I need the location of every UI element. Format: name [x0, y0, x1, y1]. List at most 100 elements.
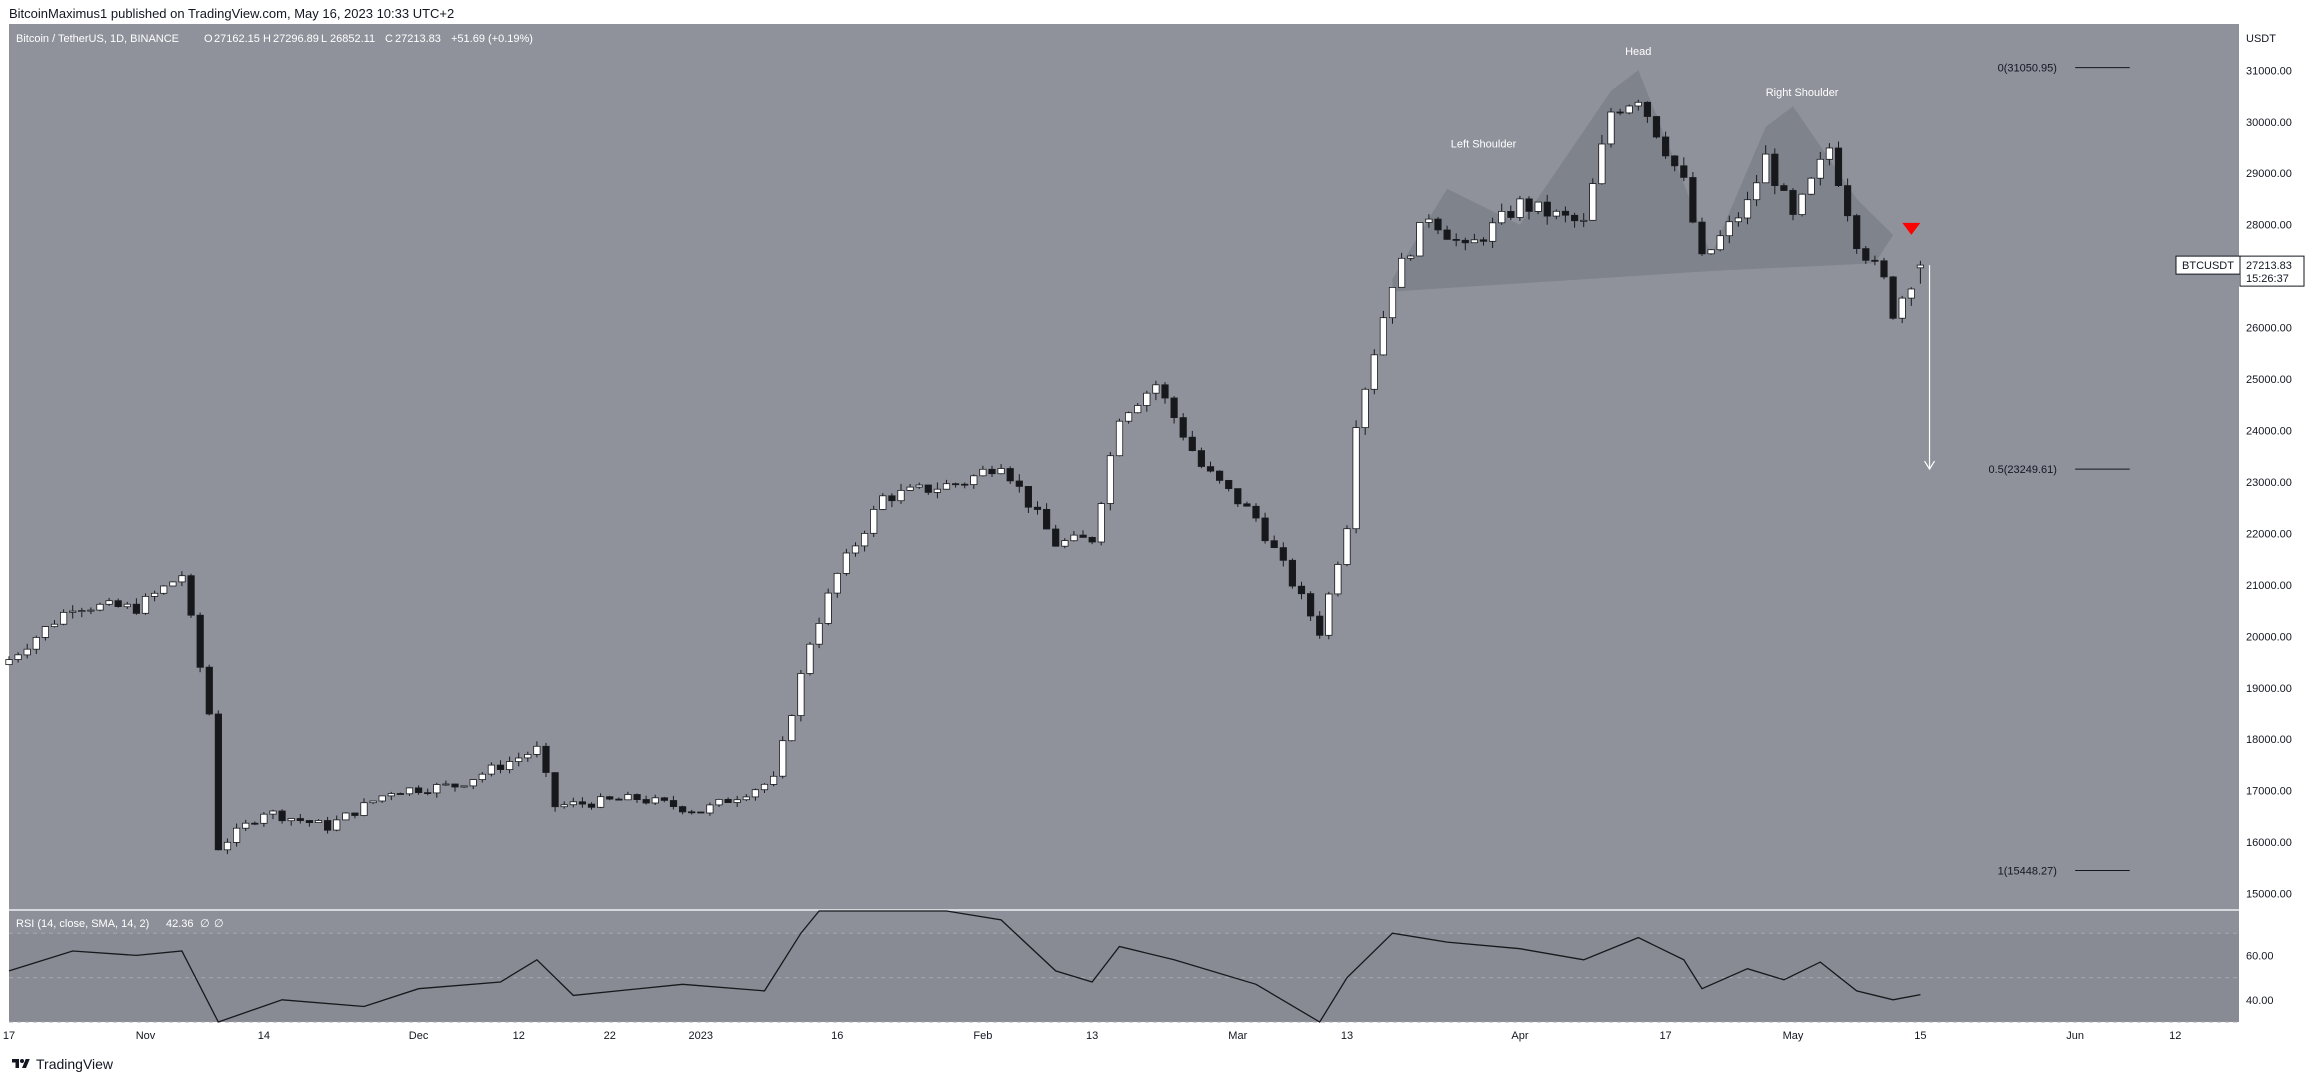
candle — [1443, 225, 1451, 240]
candle — [1033, 501, 1042, 515]
candle — [797, 670, 805, 722]
price-tick-label: 18000.00 — [2246, 734, 2292, 746]
candle — [897, 483, 905, 504]
candle-body-down — [724, 799, 732, 804]
candle — [952, 482, 960, 488]
candle — [23, 643, 31, 659]
candle-body-down — [396, 793, 405, 795]
candle — [1452, 233, 1460, 247]
label-left-shoulder: Left Shoulder — [1451, 138, 1517, 150]
candle — [542, 742, 550, 777]
candle — [187, 573, 195, 618]
time-tick-label: 16 — [831, 1030, 843, 1042]
tradingview-logo[interactable]: TradingView — [10, 1056, 113, 1072]
candle — [1625, 104, 1633, 115]
candle-body-down — [1443, 229, 1451, 240]
candle-body-up — [460, 785, 468, 788]
candle — [1461, 237, 1469, 251]
candle — [1916, 260, 1924, 284]
candle-body-down — [1789, 189, 1797, 215]
candle — [1652, 115, 1661, 139]
time-tick-label: 13 — [1341, 1030, 1353, 1042]
candle-body-down — [1434, 218, 1442, 231]
candle — [697, 811, 705, 814]
candle-body-down — [1270, 540, 1278, 549]
main-pane[interactable] — [9, 24, 2239, 909]
candle-body-down — [414, 787, 423, 794]
candle-body-up — [815, 623, 823, 645]
candle — [1170, 396, 1178, 424]
candle — [32, 635, 40, 654]
candle — [296, 814, 304, 824]
candle — [414, 785, 423, 795]
rsi-extra-2: ∅ — [214, 918, 224, 930]
candle — [524, 751, 532, 762]
candle — [942, 479, 951, 490]
candle — [1079, 530, 1087, 538]
candle — [669, 795, 678, 810]
candle-body-up — [624, 794, 632, 801]
candle — [205, 664, 213, 716]
candle-body-down — [1571, 214, 1579, 222]
candle-body-up — [1607, 111, 1615, 145]
candle — [1279, 542, 1287, 567]
candle — [50, 620, 59, 628]
candle-body-up — [1388, 286, 1397, 319]
candle-body-up — [96, 603, 104, 611]
price-tick-label: 28000.00 — [2246, 220, 2292, 232]
candle-body-down — [1561, 210, 1570, 216]
candle-body-up — [60, 612, 68, 625]
candle — [405, 787, 414, 796]
candle — [1115, 418, 1124, 457]
candle — [1662, 131, 1670, 159]
legend-change: +51.69 (+0.19%) — [451, 33, 533, 45]
candle — [105, 597, 113, 606]
candle — [114, 598, 122, 608]
candle — [1043, 503, 1051, 530]
candle-body-up — [87, 609, 95, 612]
candle — [733, 795, 741, 807]
candle-body-up — [1707, 249, 1715, 255]
candle — [1561, 206, 1570, 223]
candle-body-down — [196, 614, 204, 668]
candle-body-down — [952, 483, 960, 486]
candle — [724, 797, 732, 804]
price-axis[interactable] — [2239, 24, 2314, 1022]
price-tick-label: 24000.00 — [2246, 425, 2292, 437]
candle — [1543, 194, 1551, 225]
candle-body-down — [305, 820, 314, 823]
candle — [715, 798, 723, 807]
candle — [1734, 212, 1742, 227]
candle — [1316, 611, 1324, 639]
candle-body-down — [496, 764, 505, 770]
candle — [961, 482, 969, 489]
price-tick-label: 30000.00 — [2246, 117, 2292, 129]
candle — [760, 783, 769, 793]
price-chart[interactable]: Left Shoulder Head Right Shoulder 0(31050.9… — [0, 24, 2314, 1048]
candle-body-down — [669, 800, 678, 807]
legend-o: 27162.15 — [214, 33, 260, 45]
candle-body-down — [1170, 397, 1178, 419]
candle — [1361, 387, 1369, 435]
candle-body-up — [1907, 288, 1915, 299]
time-axis[interactable] — [0, 1022, 2314, 1048]
candle-body-up — [560, 804, 568, 808]
candle — [770, 771, 778, 787]
candle-body-up — [442, 783, 450, 786]
candle — [478, 772, 486, 783]
price-tick-label: 20000.00 — [2246, 631, 2292, 643]
candle — [360, 798, 368, 817]
countdown-label: 15:26:37 — [2246, 273, 2289, 285]
candle-body-up — [997, 468, 1005, 475]
candle-body-up — [569, 801, 577, 806]
candle-body-up — [879, 495, 887, 510]
candle — [1097, 501, 1105, 546]
candle-body-up — [779, 740, 787, 777]
candle-body-up — [1589, 183, 1597, 221]
candle-body-down — [1188, 436, 1196, 452]
candle-body-up — [915, 484, 923, 488]
candle-body-down — [961, 483, 969, 486]
rsi-tick-label: 40.00 — [2246, 995, 2274, 1007]
candle-body-down — [1079, 534, 1087, 538]
candle-body-up — [1898, 297, 1906, 319]
